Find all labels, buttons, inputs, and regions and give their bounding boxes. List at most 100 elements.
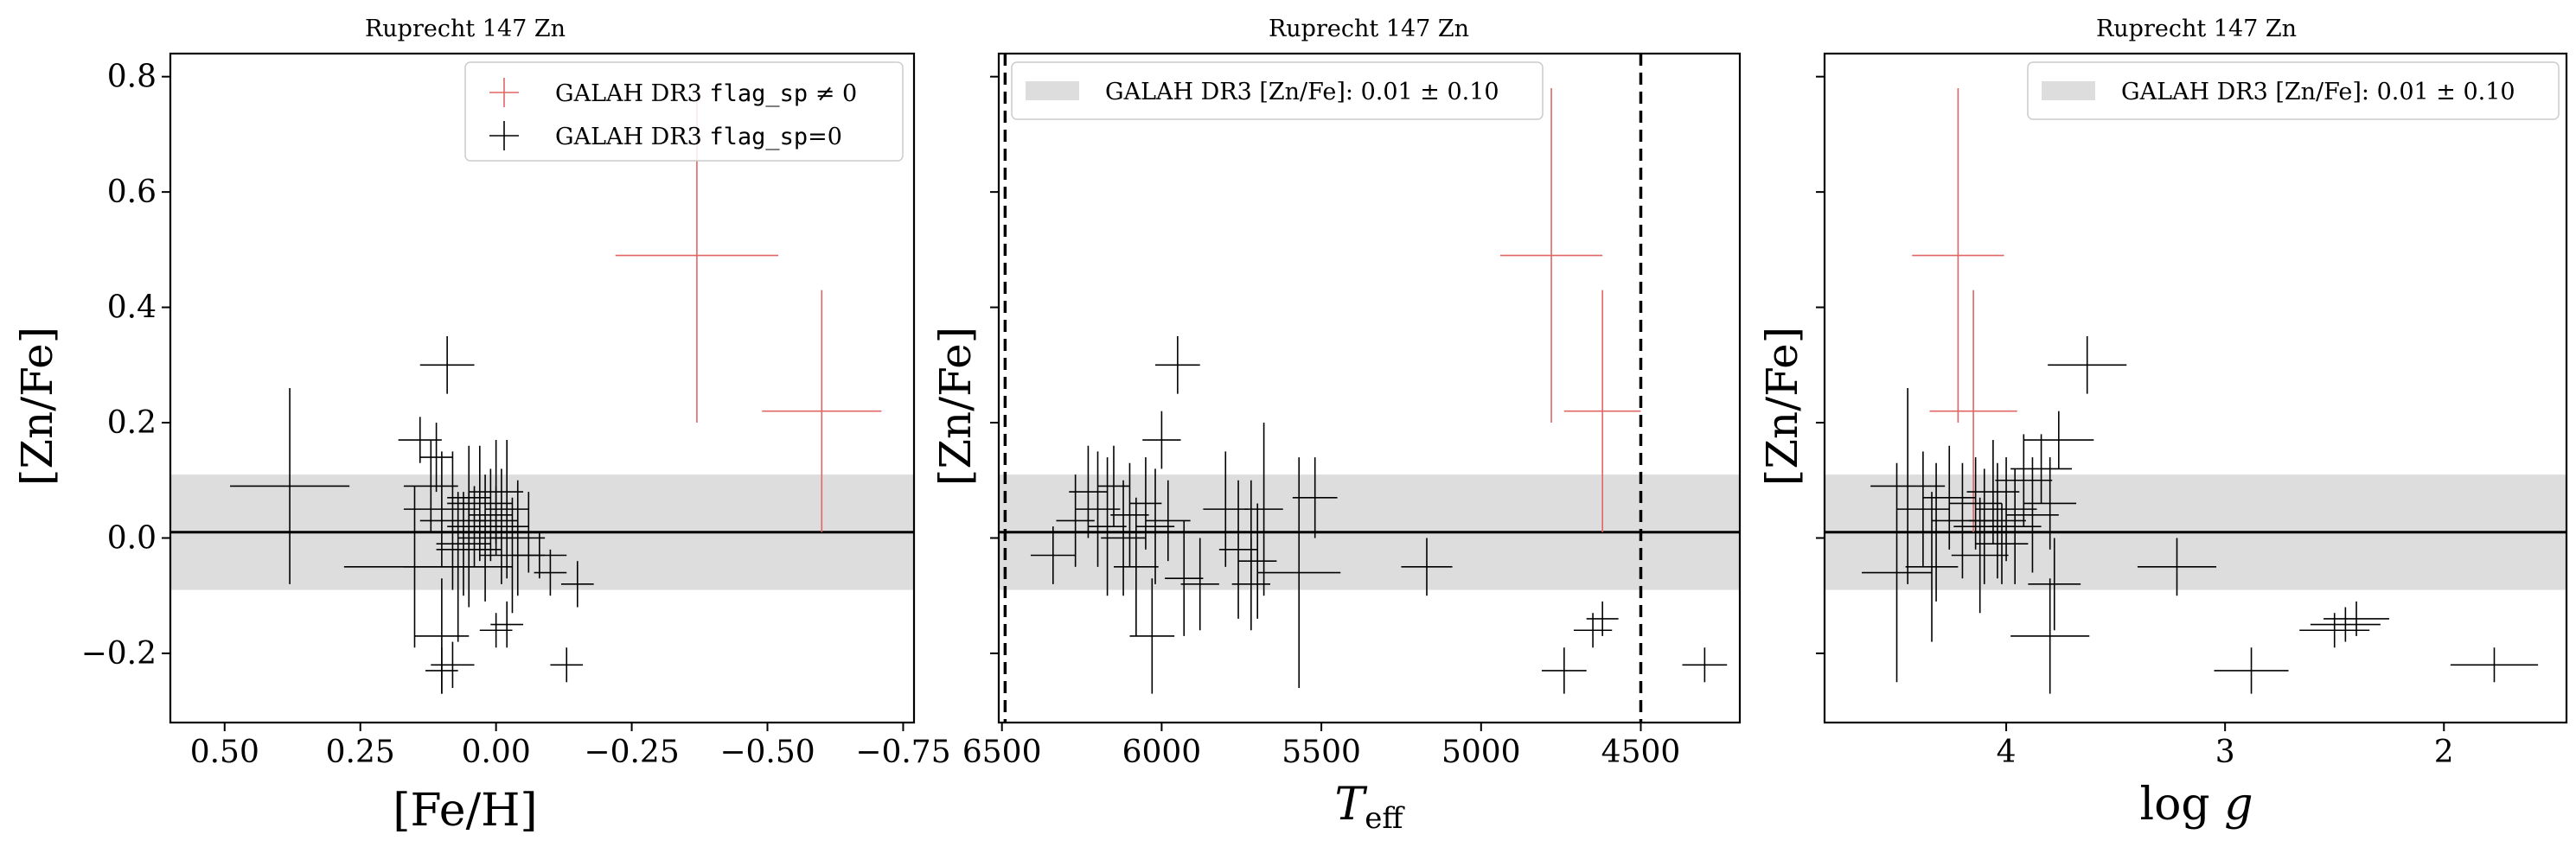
data-point — [431, 641, 475, 688]
panel-logg: Ruprecht 147 Zn 4 3 2 log g [Zn/Fe] GALAH … — [1757, 16, 2568, 831]
data-point — [550, 647, 584, 683]
panel-feh: Ruprecht 147 Zn 0.50 0.25 0.00 −0.25 −0.50 −0… — [12, 16, 951, 837]
y-tick-label: 0.4 — [107, 290, 157, 326]
data-point — [1129, 457, 1162, 550]
y-tick-label: 0.0 — [107, 520, 157, 556]
data-point — [403, 451, 480, 567]
legend-label-clean: GALAH DR3 flag_sp=0 — [555, 124, 842, 150]
panel-3-plot-area: 4 3 2 — [1816, 52, 2568, 770]
data-point — [1069, 445, 1108, 538]
data-point — [419, 423, 453, 493]
axes-frame — [169, 52, 916, 724]
legend-band-label: GALAH DR3 [Zn/Fe]: 0.01 ± 0.10 — [2121, 79, 2515, 105]
axes-frame — [997, 52, 1742, 724]
data-point — [490, 601, 524, 648]
data-point — [1912, 88, 2004, 424]
data-point — [2010, 578, 2090, 694]
panel-1-legend: GALAH DR3 flag_sp ≠ 0 GALAH DR3 flag_sp=… — [464, 61, 904, 162]
data-point — [1563, 290, 1641, 532]
data-point — [1292, 457, 1338, 538]
data-point — [1165, 520, 1204, 636]
data-point — [1101, 480, 1146, 596]
data-point — [512, 532, 567, 579]
data-point — [534, 549, 567, 596]
data-point — [403, 492, 513, 642]
data-point — [2137, 538, 2217, 596]
x-tick-label: 4 — [1997, 735, 2017, 770]
data-point — [1145, 480, 1191, 562]
panel-2-title: Ruprecht 147 Zn — [1269, 16, 1469, 42]
data-point — [436, 492, 491, 596]
data-point — [1110, 462, 1149, 567]
data-point — [2023, 411, 2094, 469]
data-point — [419, 335, 475, 394]
legend-band-label: GALAH DR3 [Zn/Fe]: 0.01 ± 0.10 — [1105, 79, 1499, 105]
data-point — [1257, 457, 1341, 688]
data-point — [2214, 647, 2289, 694]
x-tick-label: 0.50 — [190, 735, 259, 770]
data-point — [495, 492, 561, 573]
x-tick-label: 0.25 — [326, 735, 395, 770]
y-tick-label: 0.8 — [107, 60, 157, 95]
data-point — [230, 388, 350, 584]
data-point — [1155, 335, 1200, 394]
data-point — [1905, 462, 1967, 602]
data-point — [1905, 492, 1959, 642]
data-point — [1244, 423, 1283, 596]
panel-2-legend: GALAH DR3 [Zn/Fe]: 0.01 ± 0.10 — [1011, 61, 1544, 120]
panel-3-ylabel: [Zn/Fe] — [1757, 327, 1807, 486]
data-point — [1541, 647, 1587, 694]
data-point — [1862, 462, 1933, 683]
data-point — [1951, 497, 2009, 614]
data-point — [469, 468, 513, 562]
data-point — [2310, 607, 2381, 642]
panel-1-title: Ruprecht 147 Zn — [365, 16, 566, 42]
legend-box — [2027, 61, 2560, 120]
legend-band-swatch — [2042, 81, 2095, 100]
data-point — [560, 561, 594, 608]
x-tick-label: 0.00 — [462, 735, 531, 770]
data-point — [474, 468, 529, 584]
data-point — [1203, 451, 1249, 567]
panel-1-ylabel: [Zn/Fe] — [12, 327, 62, 486]
data-point — [2023, 457, 2077, 550]
data-point — [490, 480, 546, 596]
data-point — [1969, 462, 2026, 579]
x-tick-label: 6500 — [962, 735, 1042, 770]
data-point — [1995, 434, 2053, 527]
panel-2-plot-area: 6500 6000 5500 5000 4500 — [962, 52, 1742, 770]
data-point — [474, 486, 518, 556]
x-tick-label: 4500 — [1601, 735, 1681, 770]
data-point — [762, 290, 882, 532]
data-point — [1129, 578, 1175, 694]
data-point — [1401, 538, 1453, 596]
legend-band-swatch — [1026, 81, 1079, 100]
legend-box — [464, 61, 904, 162]
data-point — [1180, 538, 1219, 631]
x-tick-label: −0.50 — [719, 735, 815, 770]
data-point — [1142, 411, 1181, 469]
data-point — [403, 440, 458, 532]
data-point — [1113, 497, 1159, 636]
x-tick-label: 2 — [2434, 735, 2454, 770]
panel-3-title: Ruprecht 147 Zn — [2096, 16, 2297, 42]
data-point — [425, 647, 458, 694]
data-point — [1088, 457, 1127, 596]
data-point — [2450, 647, 2539, 683]
x-tick-label: −0.75 — [855, 735, 950, 770]
data-point — [1975, 457, 2037, 562]
data-point — [1097, 445, 1130, 527]
x-tick-label: 3 — [2215, 735, 2235, 770]
data-point — [1870, 388, 1946, 584]
y-tick-label: 0.2 — [107, 405, 157, 441]
panel-teff: Ruprecht 147 Zn 6500 6000 5500 5000 4500 Tef… — [930, 16, 1742, 836]
y-tick-label: 0.6 — [107, 175, 157, 210]
data-point — [436, 492, 502, 608]
data-point — [1075, 451, 1121, 567]
panel-1-xlabel: [Fe/H] — [393, 785, 537, 837]
y-tick-label: −0.2 — [81, 636, 157, 672]
panel-2-ylabel: [Zn/Fe] — [930, 327, 981, 486]
data-point — [1586, 601, 1619, 636]
data-point — [2324, 601, 2389, 636]
